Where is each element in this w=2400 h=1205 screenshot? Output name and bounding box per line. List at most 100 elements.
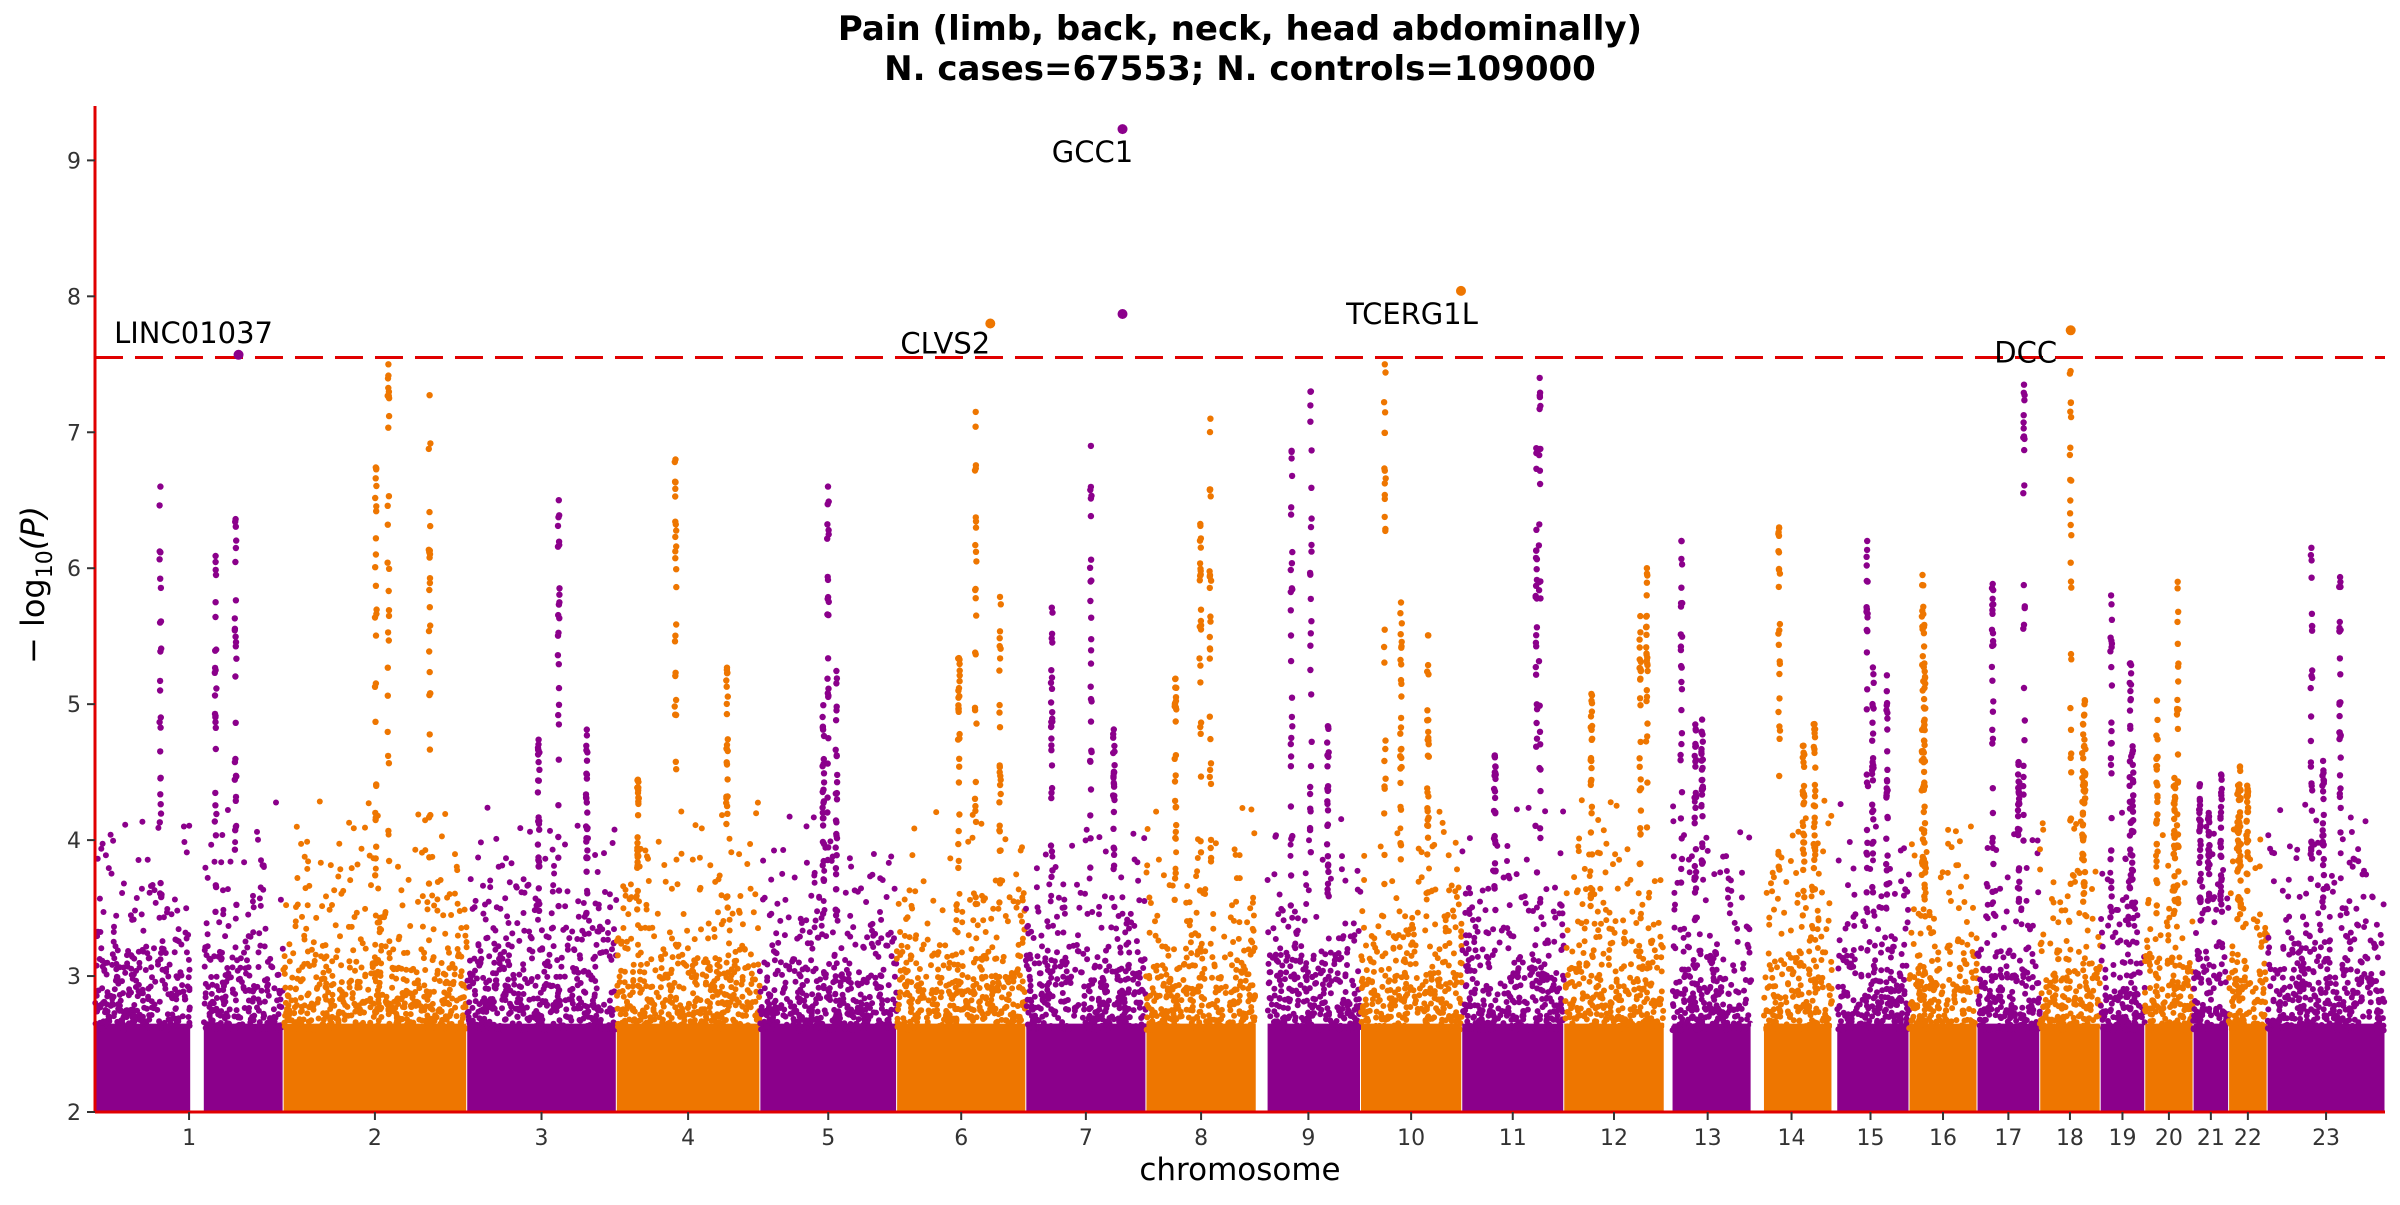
snp-point — [1091, 1018, 1098, 1025]
snp-point — [792, 978, 799, 985]
snp-point — [298, 994, 304, 1001]
snp-point — [894, 1015, 901, 1022]
snp-point — [1031, 960, 1038, 967]
snp-point — [326, 906, 333, 913]
snp-point — [1274, 1018, 1281, 1025]
snp-point — [1241, 1026, 1248, 1032]
snp-point — [878, 935, 885, 942]
snp-point — [585, 930, 592, 937]
snp-point — [1048, 674, 1056, 681]
snp-point — [1135, 1000, 1142, 1007]
snp-point — [824, 501, 831, 508]
snp-point — [334, 947, 341, 954]
snp-point — [208, 841, 215, 848]
snp-point — [1311, 1010, 1318, 1017]
snp-point — [765, 1004, 772, 1011]
snp-point — [671, 1021, 678, 1028]
snp-point — [780, 1012, 787, 1019]
snp-point — [1416, 985, 1423, 992]
snp-point — [997, 847, 1004, 854]
snp-point — [1335, 950, 1342, 957]
snp-point — [372, 475, 379, 482]
snp-point — [1197, 1008, 1204, 1015]
snp-point — [412, 989, 419, 995]
snp-point — [337, 933, 343, 940]
snp-point — [1114, 999, 1121, 1006]
snp-point — [928, 962, 934, 969]
snp-point — [1087, 812, 1094, 819]
snp-point — [341, 1016, 348, 1023]
snp-point — [427, 1005, 434, 1012]
snp-point — [1370, 968, 1377, 975]
snp-point — [1396, 1022, 1403, 1029]
snp-point — [996, 642, 1003, 650]
snp-point — [157, 483, 164, 490]
snp-point — [1081, 983, 1088, 990]
snp-point — [514, 1014, 521, 1020]
snp-point — [251, 983, 257, 989]
snp-point — [1324, 1005, 1331, 1012]
snp-point — [233, 901, 240, 908]
snp-point — [622, 1011, 629, 1018]
snp-point — [1014, 1003, 1021, 1009]
snp-point — [1377, 843, 1384, 850]
snp-point — [365, 986, 372, 993]
snp-point — [611, 926, 617, 933]
snp-point — [791, 968, 798, 974]
snp-point — [833, 960, 840, 967]
snp-point — [972, 807, 979, 815]
snp-point — [940, 1024, 946, 1031]
snp-point — [421, 982, 428, 989]
snp-point — [625, 911, 632, 918]
snp-point — [1154, 1023, 1161, 1030]
snp-point — [1048, 957, 1055, 964]
snp-point — [1265, 929, 1272, 936]
snp-point — [162, 981, 168, 988]
snp-point — [956, 660, 963, 668]
snp-point — [842, 889, 849, 896]
snp-point — [1238, 969, 1245, 976]
snp-point — [271, 985, 278, 992]
snp-point — [584, 809, 591, 816]
snp-point — [1440, 1009, 1446, 1016]
snp-point — [651, 933, 658, 940]
snp-point — [1149, 1012, 1156, 1019]
snp-point — [365, 800, 372, 807]
snp-point — [1440, 829, 1447, 835]
snp-point — [403, 966, 410, 973]
snp-point — [787, 1026, 793, 1033]
snp-point — [212, 745, 219, 753]
snp-point — [1135, 980, 1142, 987]
snp-point — [581, 967, 588, 974]
snp-point — [1351, 937, 1358, 944]
snp-point — [1279, 962, 1286, 969]
snp-point — [903, 916, 910, 922]
snp-point — [706, 1009, 713, 1016]
snp-point — [1122, 976, 1129, 983]
snp-point — [206, 1004, 213, 1010]
snp-point — [1393, 895, 1400, 902]
snp-point — [265, 992, 272, 999]
snp-point — [1035, 908, 1042, 915]
snp-point — [382, 909, 389, 915]
snp-point — [1071, 1012, 1078, 1019]
snp-point — [202, 980, 209, 987]
snp-point — [1087, 718, 1095, 725]
snp-point — [795, 959, 802, 966]
snp-point — [1307, 402, 1314, 409]
snp-point — [1429, 1015, 1436, 1022]
snp-point — [771, 957, 778, 964]
snp-point — [861, 995, 868, 1002]
snp-point — [555, 833, 562, 841]
snp-point — [416, 985, 423, 992]
snp-point — [503, 855, 509, 862]
snp-point — [348, 865, 355, 872]
snp-point — [157, 791, 164, 798]
snp-point — [417, 1003, 424, 1010]
snp-point — [993, 1019, 1000, 1026]
snp-point — [426, 937, 432, 944]
snp-point — [224, 807, 231, 813]
snp-point — [774, 1018, 781, 1025]
snp-point — [480, 882, 486, 889]
